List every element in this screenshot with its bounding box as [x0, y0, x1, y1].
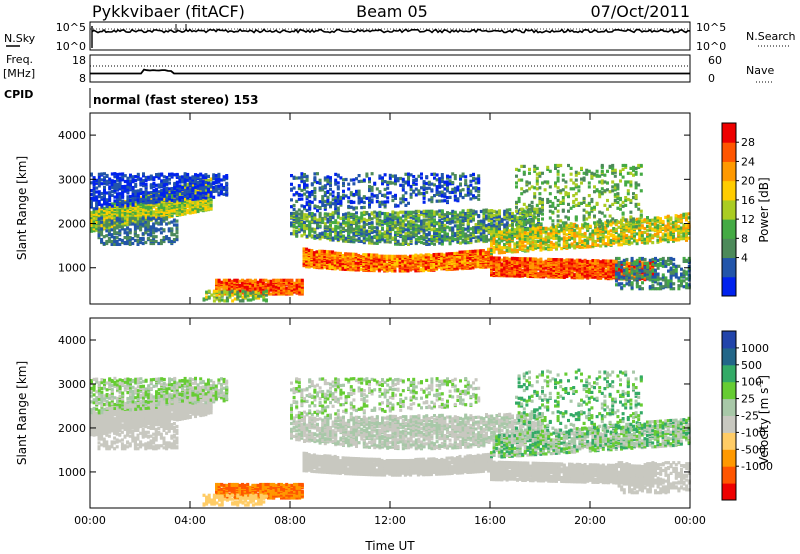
colorbar-segment [722, 123, 736, 143]
power-panel: 4000 3000 2000 1000 Slant Range [km] 28 24 20… [15, 112, 771, 305]
nave-label: Nave [746, 64, 774, 77]
nave-tick-top: 60 [708, 54, 722, 67]
colorbar-segment [722, 381, 736, 400]
velocity-xlabel: Time UT [364, 539, 415, 553]
colorbar-segment [722, 161, 736, 182]
colorbar-segment [722, 364, 736, 383]
velocity-data [90, 368, 691, 507]
cpid-text: normal (fast stereo) 153 [93, 93, 259, 107]
power-data [90, 163, 691, 303]
nsearch-tick-bottom: 10^0 [696, 40, 726, 53]
colorbar-segment [722, 276, 736, 297]
colorbar-segment [722, 199, 736, 220]
nsky-label: N.Sky [4, 32, 36, 45]
colorbar-tick-label: -500 [741, 443, 766, 456]
velocity-y-axis: 4000 3000 2000 1000 [58, 334, 690, 479]
y-tick-label: 4000 [58, 129, 86, 142]
colorbar-tick-label: 16 [741, 194, 755, 207]
y-tick-label: 3000 [58, 378, 86, 391]
power-y-axis: 4000 3000 2000 1000 [58, 129, 690, 275]
colorbar-segment [722, 347, 736, 366]
y-tick-label: 2000 [58, 422, 86, 435]
nsky-trace [91, 28, 691, 34]
velocity-ylabel: Slant Range [km] [15, 361, 29, 465]
x-tick-label: 08:00 [274, 514, 306, 527]
colorbar-segment [722, 466, 736, 484]
freq-trace [90, 68, 690, 75]
colorbar-tick-label: 4 [741, 252, 748, 265]
colorbar-tick-label: 28 [741, 136, 755, 149]
x-tick-label: 04:00 [174, 514, 206, 527]
colorbar-segment [722, 257, 736, 278]
nsearch-label: N.Search [746, 30, 796, 43]
y-tick-label: 2000 [58, 218, 86, 231]
date-title: 07/Oct/2011 [590, 2, 690, 21]
nsearch-tick-top: 10^5 [696, 21, 726, 34]
beam-title: Beam 05 [356, 2, 428, 21]
colorbar-tick-label: 100 [741, 376, 762, 389]
y-tick-label: 4000 [58, 334, 86, 347]
colorbar-tick-label: 25 [741, 393, 755, 406]
cpid-label: CPID [4, 88, 33, 101]
colorbar-tick-label: 1000 [741, 342, 769, 355]
colorbar-segment [722, 238, 736, 259]
colorbar-segment [722, 432, 736, 450]
velocity-colorbar: 1000 500 100 25 -25 -100 -500 -1000 [721, 330, 773, 501]
colorbar-tick-label: -1000 [741, 460, 773, 473]
power-ylabel: Slant Range [km] [15, 156, 29, 260]
velocity-colorbar-label: Velocity [m s-1] [756, 375, 771, 465]
colorbar-segment [722, 219, 736, 239]
colorbar-tick-label: 20 [741, 175, 755, 188]
x-tick-label: 00:00 [674, 514, 706, 527]
colorbar-segment [722, 142, 736, 162]
colorbar-tick-label: 24 [741, 155, 755, 168]
colorbar-segment [722, 398, 736, 416]
freq-label-unit: [MHz] [3, 67, 35, 80]
power-colorbar-label: Power [dB] [757, 177, 771, 242]
colorbar-segment [722, 449, 736, 467]
nave-tick-bottom: 0 [708, 72, 715, 85]
y-tick-label: 1000 [58, 466, 86, 479]
colorbar-tick-label: -25 [741, 410, 759, 423]
x-tick-label: 00:00 [74, 514, 106, 527]
colorbar-segment [722, 415, 736, 433]
freq-tick-top: 18 [72, 54, 86, 67]
power-x-ticks [89, 113, 691, 304]
colorbar-segment [722, 331, 736, 349]
velocity-x-axis: 00:00 04:00 08:00 12:00 16:00 20:00 00:00 [74, 318, 706, 527]
colorbar-frame [721, 122, 737, 297]
freq-panel: Freq. [MHz] 18 8 Nave 60 0 [3, 53, 774, 85]
y-tick-label: 3000 [58, 173, 86, 186]
x-tick-label: 12:00 [374, 514, 406, 527]
colorbar-tick-label: 8 [741, 232, 748, 245]
power-colorbar: 28 24 20 16 12 8 4 [721, 122, 755, 297]
station-title: Pykkvibaer (fitACF) [92, 2, 245, 21]
x-tick-label: 16:00 [474, 514, 506, 527]
nsky-tick-top: 10^5 [56, 21, 86, 34]
nsky-panel: N.Sky 10^5 10^0 N.Search 10^5 10^0 [4, 21, 796, 53]
nsky-tick-bottom: 10^0 [56, 40, 86, 53]
freq-label-top: Freq. [6, 53, 33, 66]
y-tick-label: 1000 [58, 262, 86, 275]
x-tick-label: 20:00 [574, 514, 606, 527]
colorbar-tick-label: 500 [741, 359, 762, 372]
freq-tick-bottom: 8 [79, 72, 86, 85]
colorbar-segment [722, 180, 736, 201]
colorbar-tick-label: 12 [741, 213, 755, 226]
colorbar-segment [722, 483, 736, 501]
colorbar-tick-label: -100 [741, 426, 766, 439]
